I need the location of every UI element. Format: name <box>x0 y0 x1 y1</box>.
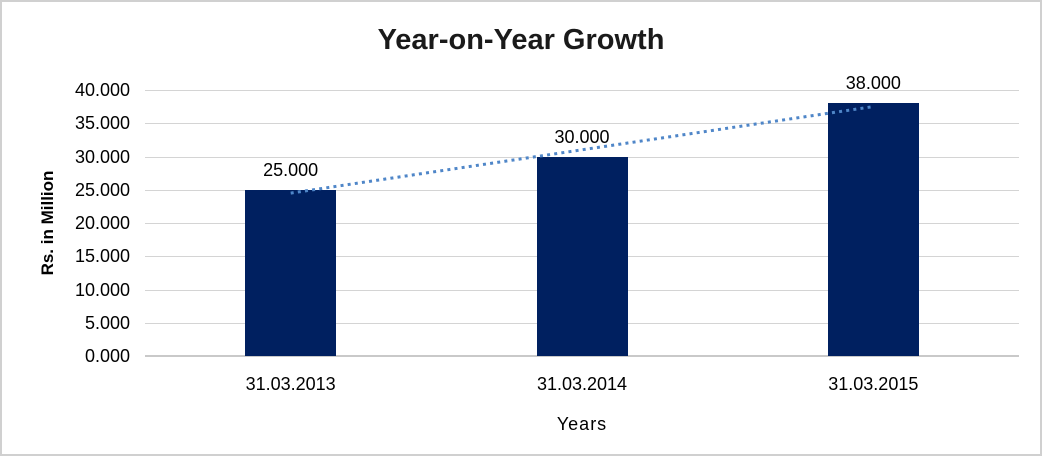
plot-area: 25.000 30.000 38.000 <box>145 73 1019 357</box>
bar-data-label: 38.000 <box>845 73 901 94</box>
x-axis-label: Years <box>556 414 608 434</box>
bar-31.03.2013 <box>245 189 337 356</box>
x-axis-line <box>145 355 1019 357</box>
bar-data-label: 25.000 <box>263 159 319 180</box>
gridline <box>145 123 1019 125</box>
trendline <box>290 105 874 195</box>
bar-31.03.2014 <box>536 156 628 356</box>
y-tick-label: 30.000 <box>74 146 130 167</box>
y-tick-label: 25.000 <box>74 179 130 200</box>
y-tick-label: 10.000 <box>74 279 130 300</box>
x-tick-label: 31.03.2015 <box>828 374 919 394</box>
trendline-path <box>290 105 874 195</box>
y-tick-label: 0.000 <box>84 346 130 366</box>
y-tick-label: 35.000 <box>74 113 130 134</box>
y-tick-label: 5.000 <box>84 312 130 333</box>
chart-title: Year-on-Year Growth <box>377 24 665 56</box>
y-tick-label: 20.000 <box>74 213 130 233</box>
gridline <box>145 90 1019 91</box>
bar-31.03.2015 <box>827 103 919 356</box>
y-tick-label: 15.000 <box>74 246 130 267</box>
x-tick-label: 31.03.2013 <box>245 374 336 394</box>
x-tick-label: 31.03.2014 <box>536 374 628 394</box>
y-tick-label: 40.000 <box>74 80 130 100</box>
bar-data-label: 30.000 <box>554 126 610 147</box>
